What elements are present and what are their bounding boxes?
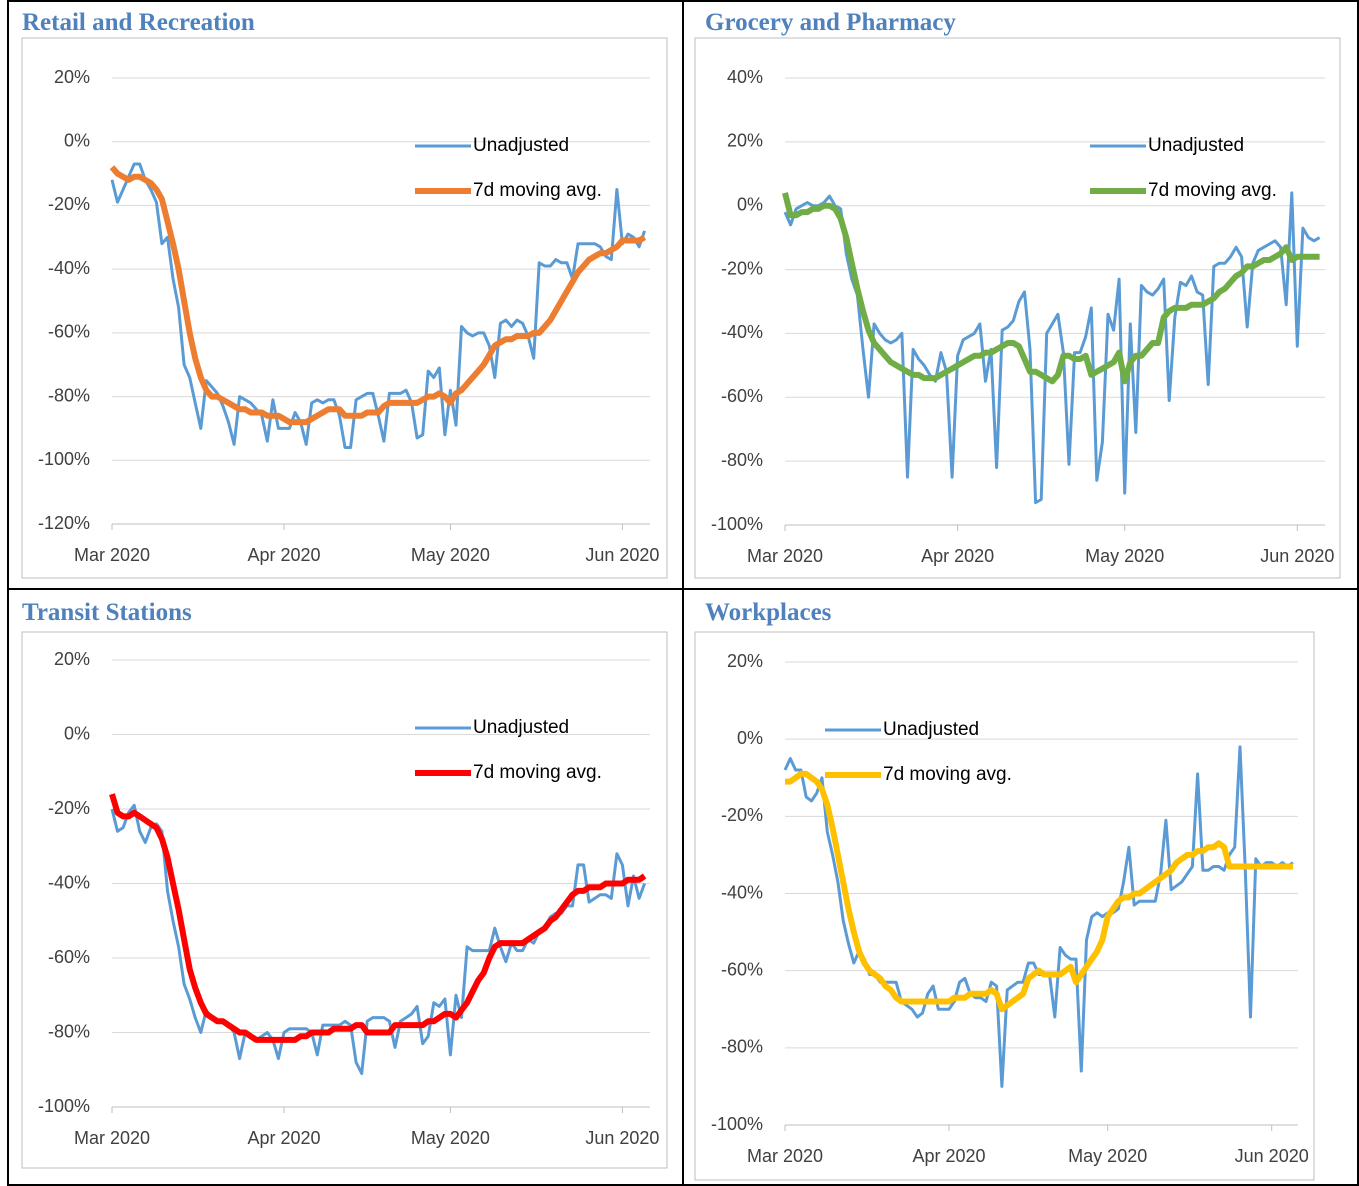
x-tick-label: Jun 2020 bbox=[585, 545, 659, 565]
y-tick-label: -100% bbox=[711, 514, 763, 534]
chart-frame bbox=[21, 37, 668, 579]
x-tick-label: Mar 2020 bbox=[747, 546, 823, 566]
chart-title: Grocery and Pharmacy bbox=[705, 9, 956, 36]
y-tick-label: -20% bbox=[48, 798, 90, 818]
x-tick-label: Apr 2020 bbox=[247, 545, 320, 565]
legend-label: Unadjusted bbox=[473, 135, 569, 156]
y-tick-label: 0% bbox=[737, 728, 763, 748]
series-line bbox=[109, 165, 647, 426]
x-tick-label: Mar 2020 bbox=[74, 1128, 150, 1148]
x-tick-label: May 2020 bbox=[411, 1128, 490, 1148]
legend-label: Unadjusted bbox=[1148, 135, 1244, 156]
legend-label: 7d moving avg. bbox=[1148, 180, 1277, 201]
y-tick-label: -20% bbox=[721, 258, 763, 278]
chart-title: Retail and Recreation bbox=[22, 9, 255, 36]
x-tick-label: May 2020 bbox=[1068, 1146, 1147, 1166]
series-line bbox=[109, 793, 647, 1043]
legend-label: 7d moving avg. bbox=[473, 762, 602, 783]
series-line bbox=[110, 162, 647, 449]
legend: Unadjusted 7d moving avg. bbox=[415, 135, 602, 201]
y-tick-label: -80% bbox=[48, 385, 90, 405]
legend-label: Unadjusted bbox=[883, 719, 979, 740]
y-tick-label: -120% bbox=[38, 513, 90, 533]
y-tick-label: -40% bbox=[721, 882, 763, 902]
chart: Transit Stations -100% -80% -60% -40% -20% 0% 2… bbox=[21, 599, 668, 1169]
y-tick-label: -40% bbox=[48, 258, 90, 278]
y-tick-label: 20% bbox=[54, 649, 90, 669]
chart-frame bbox=[21, 631, 668, 1169]
series-line bbox=[783, 745, 1294, 1088]
legend-label: Unadjusted bbox=[473, 717, 569, 738]
y-tick-label: 20% bbox=[727, 651, 763, 671]
legend: Unadjusted 7d moving avg. bbox=[825, 719, 1012, 785]
y-tick-label: 0% bbox=[737, 194, 763, 214]
x-tick-label: May 2020 bbox=[1085, 546, 1164, 566]
y-tick-label: -20% bbox=[48, 194, 90, 214]
y-tick-label: -80% bbox=[721, 1037, 763, 1057]
x-tick-label: Apr 2020 bbox=[921, 546, 994, 566]
chart-frame bbox=[694, 37, 1341, 579]
y-tick-label: 0% bbox=[64, 723, 90, 743]
x-tick-label: Jun 2020 bbox=[1235, 1146, 1309, 1166]
y-tick-label: -60% bbox=[48, 322, 90, 342]
legend-label: 7d moving avg. bbox=[473, 180, 602, 201]
series-line bbox=[782, 192, 1320, 385]
y-tick-label: 0% bbox=[64, 130, 90, 150]
legend: Unadjusted 7d moving avg. bbox=[1090, 135, 1277, 201]
chart: Workplaces -100% -80% -60% -40% -20% 0% 20% Mar … bbox=[694, 599, 1315, 1181]
y-tick-label: 20% bbox=[727, 131, 763, 151]
chart-frame bbox=[694, 631, 1315, 1181]
y-tick-label: 20% bbox=[54, 67, 90, 87]
x-tick-label: Mar 2020 bbox=[74, 545, 150, 565]
y-tick-label: -80% bbox=[48, 1021, 90, 1041]
y-tick-label: -60% bbox=[721, 386, 763, 406]
x-tick-label: May 2020 bbox=[411, 545, 490, 565]
legend-label: 7d moving avg. bbox=[883, 764, 1012, 785]
chart-title: Workplaces bbox=[705, 599, 832, 626]
chart-title: Transit Stations bbox=[22, 599, 192, 626]
x-tick-label: Apr 2020 bbox=[247, 1128, 320, 1148]
chart: Retail and Recreation -120% -100% -80% -60% -… bbox=[21, 9, 668, 579]
y-tick-label: -20% bbox=[721, 805, 763, 825]
y-tick-label: 40% bbox=[727, 67, 763, 87]
x-tick-label: Jun 2020 bbox=[1260, 546, 1334, 566]
x-tick-label: Jun 2020 bbox=[585, 1128, 659, 1148]
y-tick-label: -80% bbox=[721, 450, 763, 470]
y-tick-label: -100% bbox=[711, 1114, 763, 1134]
series-line bbox=[783, 191, 1321, 505]
series-line bbox=[785, 770, 1293, 1013]
y-tick-label: -60% bbox=[48, 947, 90, 967]
y-tick-label: -40% bbox=[48, 872, 90, 892]
chart: Grocery and Pharmacy -100% -80% -60% -40% -20… bbox=[694, 9, 1341, 579]
y-tick-label: -100% bbox=[38, 1096, 90, 1116]
x-tick-label: Mar 2020 bbox=[747, 1146, 823, 1166]
y-tick-label: -100% bbox=[38, 449, 90, 469]
y-tick-label: -40% bbox=[721, 322, 763, 342]
legend: Unadjusted 7d moving avg. bbox=[415, 717, 602, 783]
y-tick-label: -60% bbox=[721, 959, 763, 979]
x-tick-label: Apr 2020 bbox=[912, 1146, 985, 1166]
